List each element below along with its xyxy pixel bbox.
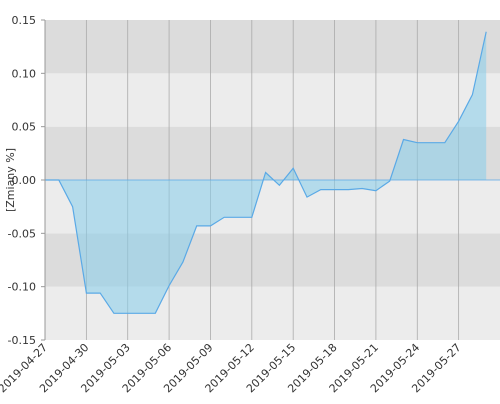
y-tick-label: 0.10 bbox=[12, 67, 37, 80]
y-tick-label: -0.15 bbox=[8, 334, 36, 347]
y-tick-label: -0.05 bbox=[8, 227, 36, 240]
line bbox=[45, 31, 487, 314]
y-tick-label: 0.15 bbox=[12, 14, 37, 27]
area bbox=[45, 31, 487, 314]
band bbox=[45, 73, 500, 127]
y-axis-label: [Zmiany %] bbox=[4, 148, 17, 212]
y-tick-label: 0.00 bbox=[12, 174, 37, 187]
y-tick-label: -0.10 bbox=[8, 281, 36, 294]
y-tick-label: 0.05 bbox=[12, 121, 37, 134]
band bbox=[45, 20, 500, 74]
